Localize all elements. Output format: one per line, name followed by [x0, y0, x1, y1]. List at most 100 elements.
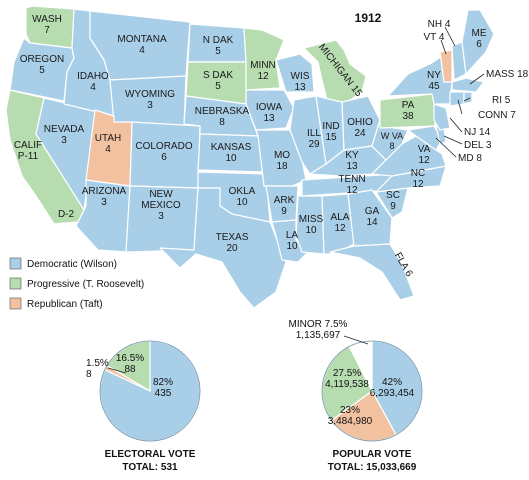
leader-line-vt — [440, 39, 447, 55]
label-wy: WYOMING 3 — [125, 89, 175, 111]
electoral-label-progressive: 16.5% 88 — [116, 353, 144, 375]
popular-label-republican: 23% 3,484,980 — [328, 405, 373, 427]
legend: Democratic (Wilson) Progressive (T. Roos… — [9, 257, 144, 310]
state-virginia — [371, 135, 447, 177]
label-mt: MONTANA 4 — [117, 34, 167, 56]
state-massachusetts — [451, 77, 485, 93]
label-ny: NY 45 — [427, 70, 441, 92]
label-wa: WASH 7 — [32, 14, 62, 36]
electoral-vote-title: ELECTORAL VOTE — [105, 449, 196, 460]
state-washington — [25, 5, 75, 49]
legend-label-progressive: Progressive (T. Roosevelt) — [27, 279, 144, 290]
label-ks: KANSAS 10 — [211, 142, 252, 164]
label-ut: UTAH 4 — [95, 133, 121, 155]
label-pa: PA 38 — [402, 100, 415, 122]
electoral-label-democratic: 82% 435 — [153, 377, 173, 399]
label-ia: IOWA 13 — [256, 102, 283, 124]
label-wv: W VA 8 — [381, 131, 403, 151]
leader-line-conn — [457, 99, 463, 115]
state-rhode-island — [463, 91, 473, 105]
state-florida — [329, 243, 415, 301]
label-ri: RI 5 — [492, 95, 511, 106]
label-tx: TEXAS 20 — [216, 232, 249, 254]
leader-line-del — [443, 135, 463, 145]
legend-label-republican: Republican (Taft) — [27, 299, 103, 310]
state-louisiana — [271, 219, 309, 263]
label-ky: KY 13 — [345, 150, 359, 172]
label-vt: VT 4 — [424, 32, 445, 43]
leader-line-ri — [463, 97, 471, 102]
state-wisconsin — [275, 53, 315, 93]
label-ca-note: D-2 — [58, 209, 75, 220]
state-maryland — [407, 125, 443, 151]
label-mo: MO 18 — [274, 150, 290, 172]
map-leader-lines — [435, 26, 485, 158]
leader-line-mass — [469, 73, 485, 85]
label-ma: MASS 18 — [486, 69, 529, 80]
label-nj: NJ 14 — [464, 127, 491, 138]
label-ne: NEBRASKA 8 — [195, 106, 250, 128]
label-ar: ARK 9 — [274, 195, 295, 217]
state-new-jersey — [433, 103, 451, 131]
label-or: OREGON 5 — [20, 54, 64, 76]
legend-swatch-republican — [9, 297, 22, 310]
label-md: MD 8 — [458, 153, 482, 164]
label-ga: GA 14 — [365, 206, 380, 228]
popular-vote-pie: 42% 6,293,454 23% 3,484,980 27.5% 4,119,538… — [289, 319, 423, 473]
label-ca: CALIF P-11 — [14, 140, 42, 162]
label-nm: NEW MEXICO 3 — [141, 189, 181, 222]
label-la: LA 10 — [286, 230, 299, 252]
legend-label-democratic: Democratic (Wilson) — [27, 259, 117, 270]
state-maine — [461, 9, 495, 75]
label-sd: S DAK 5 — [203, 70, 233, 92]
electoral-label-republican: 1.5% 8 — [86, 358, 109, 380]
label-nc: NC 12 — [411, 168, 425, 190]
popular-label-democratic: 42% 6,293,454 — [370, 377, 415, 399]
electoral-vote-pie: 82% 435 16.5% 88 1.5% 8 ELECTORAL VOTE TOTA… — [86, 340, 201, 473]
label-ok: OKLA 10 — [229, 186, 256, 208]
state-georgia — [347, 189, 393, 247]
us-states-map — [5, 5, 495, 309]
label-az: ARIZONA 3 — [82, 186, 127, 208]
state-mississippi — [295, 195, 325, 255]
label-me: ME 6 — [472, 28, 487, 50]
legend-swatch-democratic — [9, 257, 22, 270]
label-wi: WIS 13 — [291, 71, 310, 93]
label-va: VA 12 — [418, 144, 431, 166]
leader-line-nj — [449, 117, 463, 133]
popular-vote-total: TOTAL: 15,033,669 — [328, 462, 417, 473]
state-iowa — [245, 89, 295, 131]
popular-vote-title: POPULAR VOTE — [333, 449, 412, 460]
electoral-pie-outline — [99, 340, 201, 442]
label-il: ILL 29 — [307, 128, 321, 150]
label-id: IDAHO 4 — [77, 71, 109, 93]
label-nd: N DAK 5 — [203, 35, 234, 57]
popular-leader-minor — [343, 335, 369, 345]
label-de: DEL 3 — [464, 140, 492, 151]
label-sc: SC 9 — [386, 190, 400, 212]
state-texas — [159, 187, 287, 309]
electoral-vote-total: TOTAL: 531 — [122, 462, 178, 473]
label-mn: MINN 12 — [250, 60, 276, 82]
electoral-leader-republican — [107, 367, 127, 374]
leader-line-nh — [444, 26, 456, 47]
leader-line-md — [435, 137, 457, 158]
label-in: IND 15 — [322, 121, 339, 143]
label-ms: MISS 10 — [299, 214, 324, 236]
state-connecticut — [449, 91, 465, 107]
label-al: ALA 12 — [331, 212, 350, 234]
label-nh: NH 4 — [428, 19, 451, 30]
label-co: COLORADO 6 — [135, 141, 192, 163]
popular-label-progressive: 27.5% 4,119,538 — [325, 368, 369, 390]
state-minnesota — [243, 27, 285, 91]
map-title: 1912 — [355, 11, 382, 25]
label-ct: CONN 7 — [478, 110, 516, 121]
label-nv: NEVADA 3 — [44, 124, 85, 146]
label-tn: TENN 12 — [338, 174, 365, 196]
popular-label-minor: MINOR 7.5% 1,135,697 — [289, 319, 348, 341]
label-oh: OHIO 24 — [347, 117, 373, 139]
popular-pie-outline — [321, 340, 423, 442]
state-michigan — [303, 39, 367, 105]
legend-swatch-progressive — [9, 277, 22, 290]
